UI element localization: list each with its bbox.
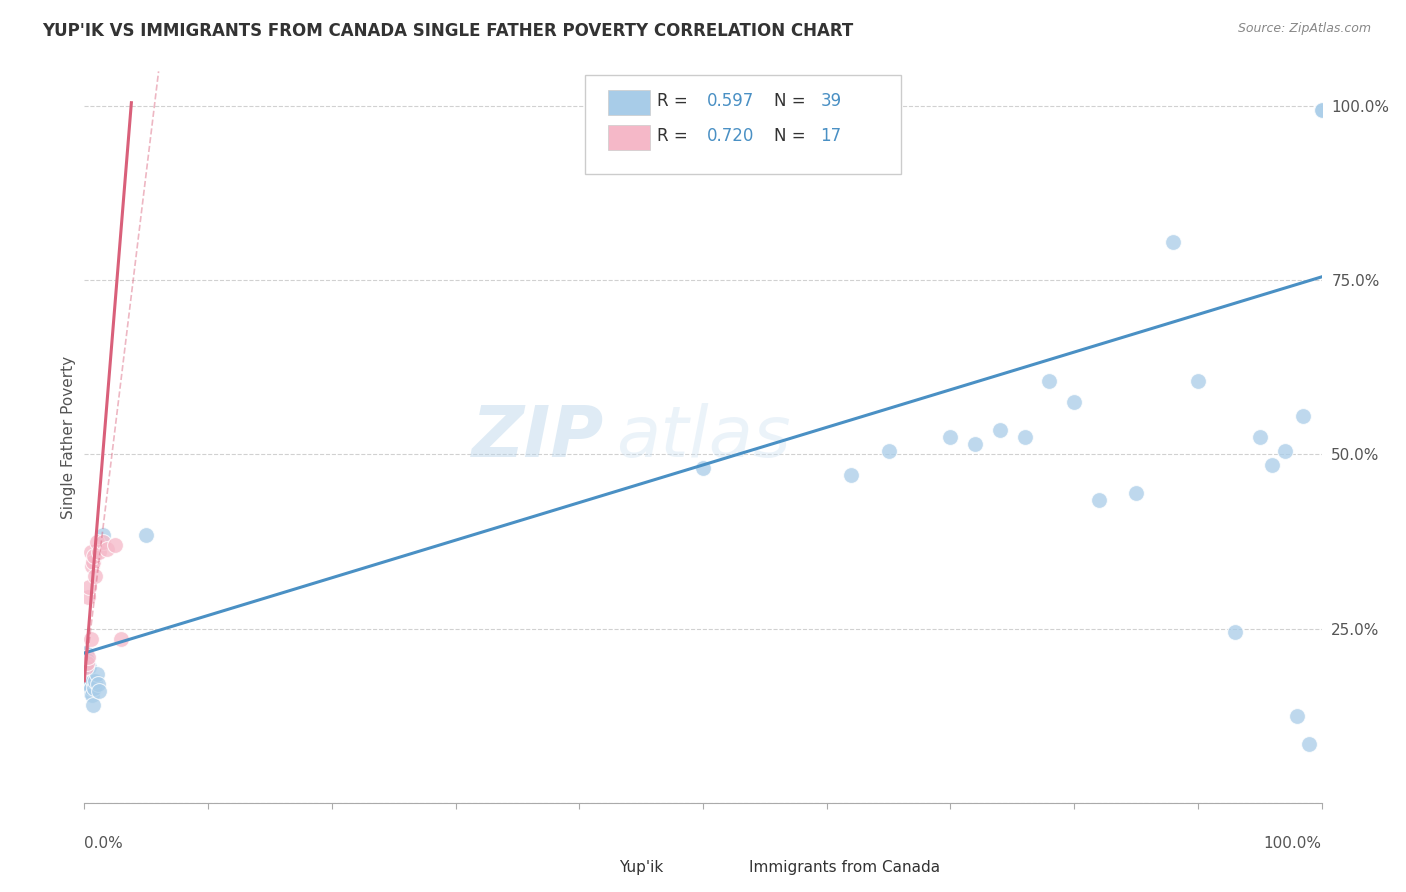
Point <box>77 677 100 691</box>
Point <box>82 556 104 570</box>
Text: 39: 39 <box>821 92 842 110</box>
Text: 0.720: 0.720 <box>707 127 754 145</box>
Point <box>80 688 103 702</box>
Point <box>1038 375 1060 389</box>
Point <box>77 649 100 664</box>
Text: Source: ZipAtlas.com: Source: ZipAtlas.com <box>1237 22 1371 36</box>
Point <box>1125 485 1147 500</box>
Text: YUP'IK VS IMMIGRANTS FROM CANADA SINGLE FATHER POVERTY CORRELATION CHART: YUP'IK VS IMMIGRANTS FROM CANADA SINGLE … <box>42 22 853 40</box>
Text: 100.0%: 100.0% <box>1264 836 1322 851</box>
Point <box>76 653 98 667</box>
Point <box>79 632 101 646</box>
Text: ZIP: ZIP <box>472 402 605 472</box>
Point <box>1298 737 1320 751</box>
Y-axis label: Single Father Poverty: Single Father Poverty <box>60 356 76 518</box>
FancyBboxPatch shape <box>583 856 616 880</box>
Point <box>1285 708 1308 723</box>
Point <box>1088 492 1111 507</box>
Text: N =: N = <box>773 92 810 110</box>
Point <box>89 684 111 698</box>
Point <box>75 660 97 674</box>
Text: R =: R = <box>657 127 693 145</box>
Point <box>96 541 118 556</box>
Text: 0.597: 0.597 <box>707 92 754 110</box>
Point <box>1223 625 1246 640</box>
Point <box>104 538 127 552</box>
Point <box>91 534 114 549</box>
Point <box>77 591 100 605</box>
Point <box>79 684 101 698</box>
Point <box>988 423 1011 437</box>
Text: 0.0%: 0.0% <box>84 836 124 851</box>
Text: N =: N = <box>773 127 810 145</box>
Point <box>86 667 108 681</box>
Point <box>1063 395 1085 409</box>
Point <box>84 673 107 688</box>
Point <box>76 657 98 671</box>
Text: Immigrants from Canada: Immigrants from Canada <box>749 861 939 875</box>
Point <box>80 558 103 573</box>
Point <box>83 681 105 695</box>
Point <box>86 534 108 549</box>
Point <box>110 632 132 646</box>
Point <box>1161 235 1184 249</box>
Point <box>79 681 101 695</box>
Point <box>965 437 987 451</box>
Point <box>1014 430 1036 444</box>
Point <box>939 430 962 444</box>
Point <box>75 646 97 660</box>
Point <box>135 527 157 541</box>
Point <box>82 673 104 688</box>
Text: 17: 17 <box>821 127 842 145</box>
Point <box>1187 375 1209 389</box>
Point <box>1292 409 1315 424</box>
Point <box>89 545 111 559</box>
Point <box>87 677 110 691</box>
Point <box>91 527 114 541</box>
Point <box>76 670 98 684</box>
FancyBboxPatch shape <box>607 90 650 114</box>
Point <box>79 545 101 559</box>
Point <box>82 698 104 713</box>
Point <box>1310 103 1333 117</box>
Text: atlas: atlas <box>616 402 792 472</box>
Point <box>1274 444 1296 458</box>
FancyBboxPatch shape <box>585 75 901 174</box>
Point <box>83 549 105 563</box>
Text: R =: R = <box>657 92 693 110</box>
Point <box>79 660 101 674</box>
Point <box>877 444 900 458</box>
Point <box>1249 430 1271 444</box>
Point <box>841 468 863 483</box>
Point <box>79 580 101 594</box>
Point <box>692 461 714 475</box>
Point <box>1261 458 1284 472</box>
Text: Yup'ik: Yup'ik <box>619 861 664 875</box>
FancyBboxPatch shape <box>607 125 650 150</box>
FancyBboxPatch shape <box>713 856 745 880</box>
Point <box>1310 103 1333 117</box>
Point <box>84 569 107 583</box>
